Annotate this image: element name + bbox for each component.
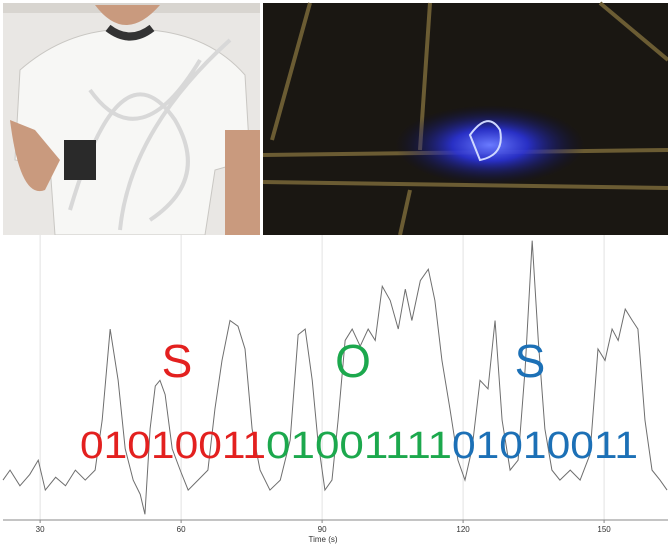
photo-night — [262, 1, 668, 236]
annotation: 01010011 — [80, 425, 266, 467]
x-tick-label: 30 — [36, 525, 45, 534]
x-tick-label: 150 — [597, 525, 611, 534]
data-line — [2, 240, 668, 515]
x-tick-label: 120 — [456, 525, 470, 534]
plot-area — [3, 235, 668, 520]
plot — [2, 240, 668, 515]
annotation: 01001111 — [266, 425, 452, 467]
x-axis-label: Time (s) — [308, 535, 337, 544]
annotation: 01010011 — [452, 425, 638, 467]
annotation: S — [162, 335, 193, 387]
annotations: S O S 01010011 01001111 01010011 — [80, 335, 638, 467]
annotation: S — [515, 335, 546, 387]
photo-shirt — [3, 3, 260, 236]
x-tick-label: 60 — [177, 525, 186, 534]
x-tick-label: 90 — [318, 525, 327, 534]
annotation: O — [335, 335, 371, 387]
